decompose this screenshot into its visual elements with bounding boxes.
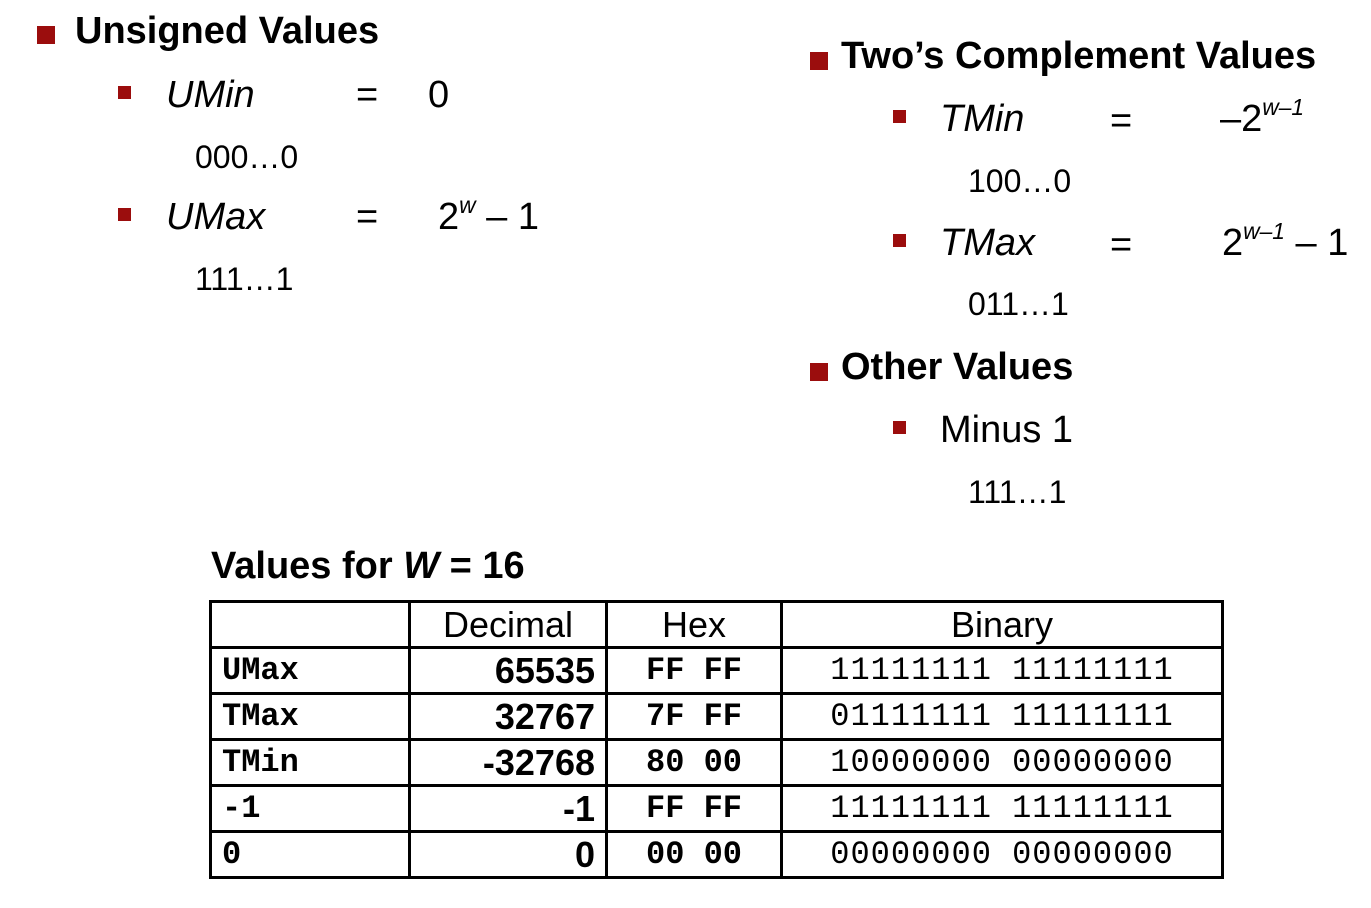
table-row: -1 -1 FF FF 11111111 11111111 bbox=[209, 784, 1224, 833]
row-decimal: 32767 bbox=[408, 692, 608, 741]
header-empty bbox=[209, 600, 411, 649]
row-binary: 00000000 00000000 bbox=[780, 830, 1224, 879]
tmin-equals: = bbox=[1110, 100, 1133, 142]
twos-heading: Two’s Complement Values bbox=[841, 35, 1317, 77]
bullet-icon bbox=[118, 86, 131, 99]
umin-equals: = bbox=[356, 74, 379, 116]
row-hex: 7F FF bbox=[605, 692, 783, 741]
row-hex: 80 00 bbox=[605, 738, 783, 787]
header-decimal: Decimal bbox=[408, 600, 608, 649]
unsigned-heading: Unsigned Values bbox=[75, 10, 380, 52]
row-decimal: -32768 bbox=[408, 738, 608, 787]
bullet-icon bbox=[118, 208, 131, 221]
row-hex: FF FF bbox=[605, 646, 783, 695]
row-hex: 00 00 bbox=[605, 830, 783, 879]
bullet-icon bbox=[810, 363, 828, 381]
umin-bits: 000…0 bbox=[195, 139, 299, 175]
row-decimal: 65535 bbox=[408, 646, 608, 695]
tmax-bits: 011…1 bbox=[968, 286, 1069, 322]
bullet-icon bbox=[810, 52, 828, 70]
bullet-icon bbox=[893, 421, 906, 434]
row-label: UMax bbox=[209, 646, 411, 695]
row-label: TMin bbox=[209, 738, 411, 787]
umin-value: 0 bbox=[428, 74, 450, 116]
bullet-icon bbox=[893, 234, 906, 247]
minus-one-bits: 111…1 bbox=[968, 474, 1067, 510]
row-hex: FF FF bbox=[605, 784, 783, 833]
table-row: 0 0 00 00 00000000 00000000 bbox=[209, 830, 1224, 879]
row-binary: 11111111 11111111 bbox=[780, 646, 1224, 695]
table-row: UMax 65535 FF FF 11111111 11111111 bbox=[209, 646, 1224, 695]
bullet-icon bbox=[37, 26, 55, 44]
tmax-value: 2w–1 – 1 bbox=[1222, 218, 1349, 264]
row-binary: 10000000 00000000 bbox=[780, 738, 1224, 787]
umin-label: UMin bbox=[166, 74, 255, 116]
row-label: TMax bbox=[209, 692, 411, 741]
table-row: TMin -32768 80 00 10000000 00000000 bbox=[209, 738, 1224, 787]
umax-label: UMax bbox=[166, 196, 266, 238]
other-heading: Other Values bbox=[841, 346, 1074, 388]
tmax-label: TMax bbox=[940, 222, 1035, 264]
header-binary: Binary bbox=[780, 600, 1224, 649]
tmin-bits: 100…0 bbox=[968, 163, 1072, 199]
row-binary: 01111111 11111111 bbox=[780, 692, 1224, 741]
umax-value: 2w – 1 bbox=[438, 192, 539, 238]
row-binary: 11111111 11111111 bbox=[780, 784, 1224, 833]
table-row: TMax 32767 7F FF 01111111 11111111 bbox=[209, 692, 1224, 741]
table-caption: Values for W = 16 bbox=[211, 545, 525, 587]
minus-one-label: Minus 1 bbox=[940, 409, 1074, 451]
umax-equals: = bbox=[356, 196, 379, 238]
bullet-icon bbox=[893, 110, 906, 123]
tmin-value: –2w–1 bbox=[1220, 94, 1305, 140]
row-label: 0 bbox=[209, 830, 411, 879]
row-decimal: 0 bbox=[408, 830, 608, 879]
tmin-label: TMin bbox=[940, 98, 1025, 140]
tmax-equals: = bbox=[1110, 224, 1133, 266]
umax-bits: 111…1 bbox=[195, 261, 294, 297]
header-hex: Hex bbox=[605, 600, 783, 649]
row-label: -1 bbox=[209, 784, 411, 833]
values-table: Decimal Hex Binary UMax 65535 FF FF 1111… bbox=[209, 600, 1224, 879]
row-decimal: -1 bbox=[408, 784, 608, 833]
table-header-row: Decimal Hex Binary bbox=[209, 600, 1224, 649]
